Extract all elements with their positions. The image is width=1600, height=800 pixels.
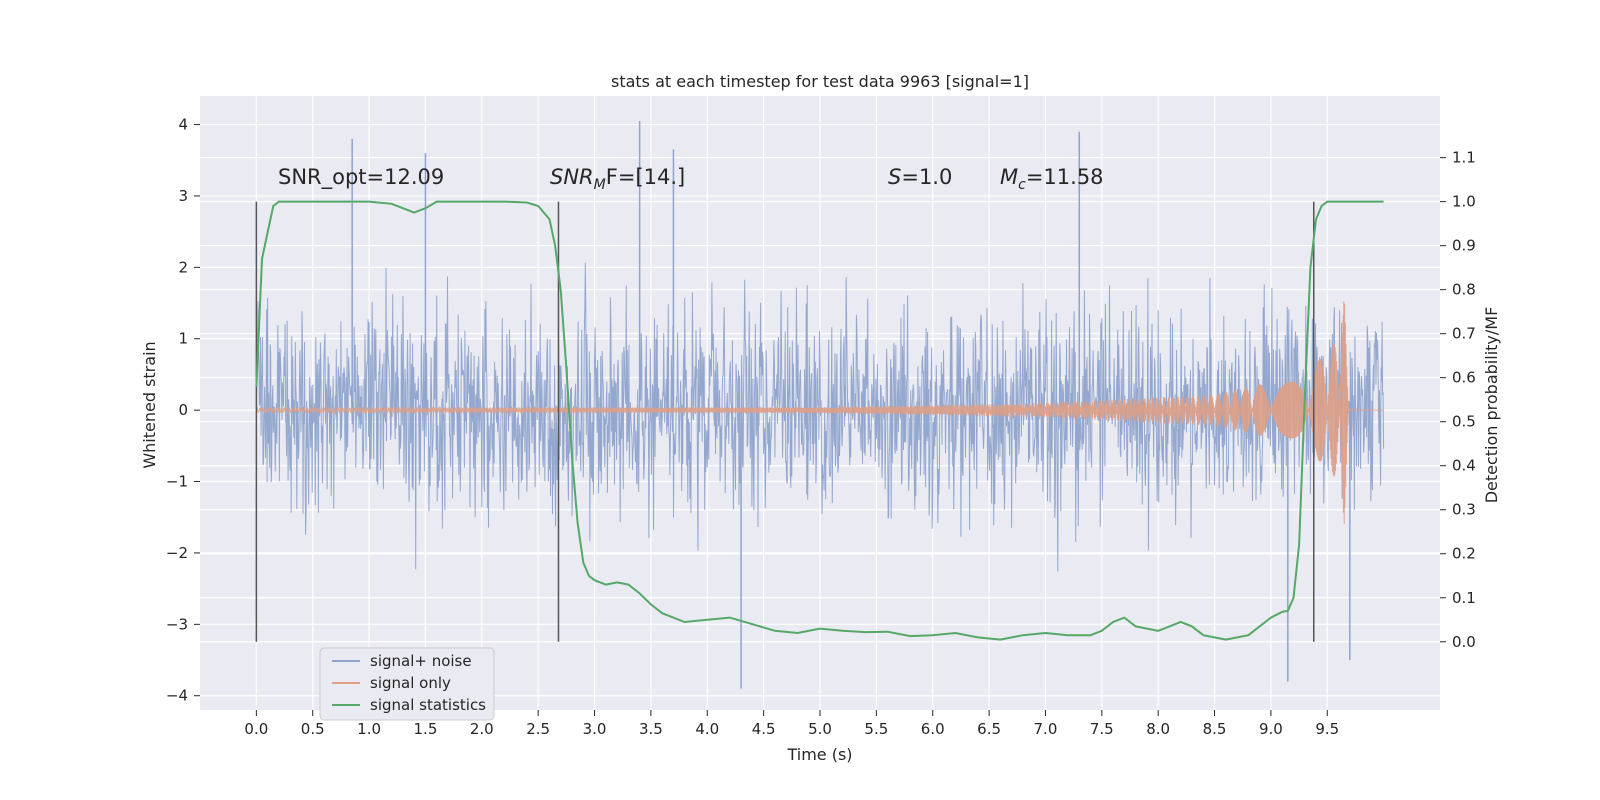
x-tick-label: 6.0 — [921, 720, 945, 738]
x-tick-label: 9.0 — [1259, 720, 1283, 738]
y-right-tick-label: 0.0 — [1452, 633, 1476, 651]
x-tick-label: 1.5 — [414, 720, 438, 738]
y-right-tick-label: 0.3 — [1452, 501, 1476, 519]
annotations: SNR_opt=12.09 SNRMF=[14.] S=1.0 Mc=11.58 — [278, 165, 1104, 193]
y-right-tick-label: 0.2 — [1452, 545, 1476, 563]
y-right-tick-label: 0.5 — [1452, 413, 1476, 431]
x-tick-label: 0.0 — [244, 720, 268, 738]
y-tick-label: −3 — [166, 615, 188, 633]
x-tick-label: 2.5 — [526, 720, 550, 738]
x-tick-label: 0.5 — [301, 720, 325, 738]
legend-label-signal: signal only — [370, 674, 451, 692]
y-right-tick-label: 1.0 — [1452, 193, 1476, 211]
annotation-snr-opt: SNR_opt=12.09 — [278, 165, 444, 190]
legend-label-noise: signal+ noise — [370, 652, 472, 670]
y-tick-label: 0 — [178, 401, 188, 419]
noise-trace — [255, 262, 1385, 572]
y-axis-label: Whitened strain — [140, 341, 159, 468]
x-tick-label: 3.5 — [639, 720, 663, 738]
y-tick-label: −4 — [166, 687, 188, 705]
y-tick-label: −2 — [166, 544, 188, 562]
series-signal-noise — [255, 120, 1385, 689]
y-right-axis-label: Detection probability/MF — [1482, 307, 1501, 504]
signal-trace — [255, 301, 1384, 524]
x-tick-label: 9.5 — [1315, 720, 1339, 738]
annotation-s: S=1.0 — [888, 165, 952, 189]
legend-label-statistics: signal statistics — [370, 696, 486, 714]
y-right-tick-label: 0.6 — [1452, 369, 1476, 387]
y-tick-label: 2 — [178, 258, 188, 276]
x-tick-label: 7.0 — [1034, 720, 1058, 738]
x-tick-label: 3.0 — [583, 720, 607, 738]
chart-title: stats at each timestep for test data 996… — [611, 72, 1029, 91]
x-tick-label: 6.5 — [977, 720, 1001, 738]
y-right-tick-label: 0.1 — [1452, 589, 1476, 607]
y-tick-label: 1 — [178, 330, 188, 348]
legend-box — [319, 647, 495, 721]
y-right-tick-label: 0.8 — [1452, 281, 1476, 299]
x-tick-label: 5.0 — [808, 720, 832, 738]
y-tick-label: −1 — [166, 473, 188, 491]
y-right-tick-label: 1.1 — [1452, 149, 1476, 167]
y-tick-label: 4 — [178, 116, 188, 134]
x-tick-label: 8.5 — [1203, 720, 1227, 738]
series-signal-statistics — [255, 200, 1384, 641]
x-tick-label: 8.0 — [1146, 720, 1170, 738]
x-tick-label: 4.5 — [752, 720, 776, 738]
series-signal-only — [255, 301, 1384, 524]
y-tick-label: 3 — [178, 187, 188, 205]
y-right-tick-label: 0.4 — [1452, 457, 1476, 475]
statistics-line — [255, 200, 1384, 641]
x-tick-label: 7.5 — [1090, 720, 1114, 738]
legend: signal+ noise signal only signal statist… — [319, 647, 495, 721]
x-tick-label: 4.0 — [695, 720, 719, 738]
annotation-mc: Mc=11.58 — [1000, 165, 1104, 193]
x-axis-label: Time (s) — [786, 745, 852, 764]
x-tick-label: 2.0 — [470, 720, 494, 738]
tick-labels: 0.0 0.5 1.0 1.5 2.0 2.5 3.0 3.5 4.0 4.5 5.0 5.5 6.0 6… — [166, 116, 1476, 738]
x-tick-label: 5.5 — [864, 720, 888, 738]
y-right-tick-label: 0.7 — [1452, 325, 1476, 343]
y-right-tick-label: 0.9 — [1452, 237, 1476, 255]
annotation-snr-mf: SNRMF=[14.] — [550, 165, 685, 193]
x-tick-label: 1.0 — [357, 720, 381, 738]
